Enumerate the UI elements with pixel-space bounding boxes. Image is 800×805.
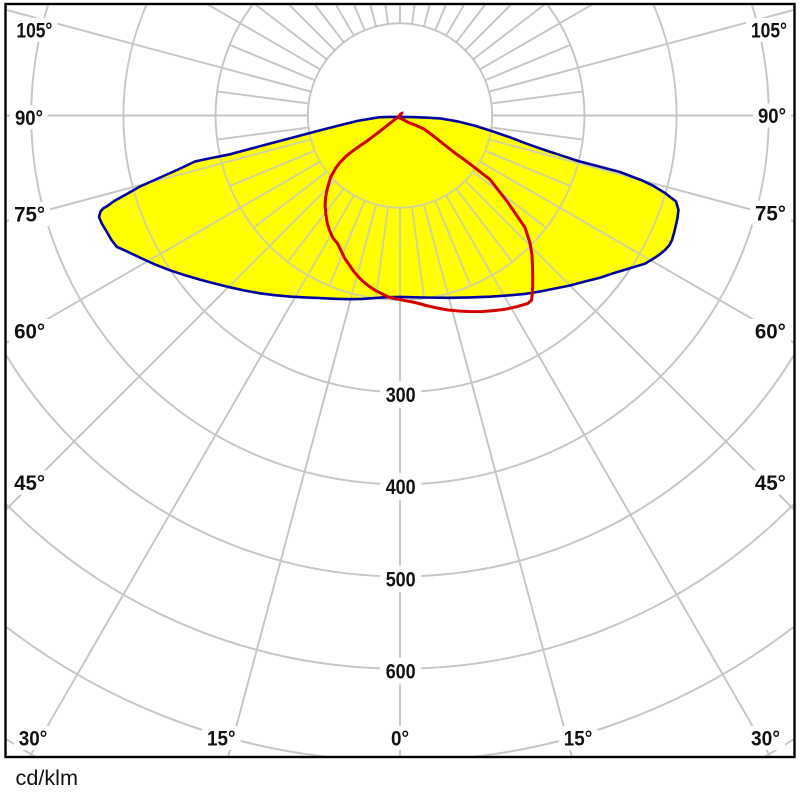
- svg-text:105°: 105°: [751, 19, 787, 43]
- svg-text:600: 600: [386, 660, 416, 684]
- svg-text:15°: 15°: [564, 727, 593, 751]
- svg-text:400: 400: [386, 475, 416, 499]
- svg-text:45°: 45°: [14, 471, 45, 495]
- svg-text:cd/klm: cd/klm: [16, 767, 79, 790]
- svg-text:75°: 75°: [755, 201, 786, 225]
- svg-text:15°: 15°: [207, 727, 236, 751]
- svg-text:30°: 30°: [751, 727, 780, 751]
- svg-text:90°: 90°: [15, 106, 43, 130]
- svg-text:60°: 60°: [755, 320, 786, 344]
- svg-text:30°: 30°: [19, 727, 48, 751]
- svg-text:75°: 75°: [14, 203, 45, 227]
- svg-text:300: 300: [386, 383, 416, 407]
- svg-text:45°: 45°: [755, 471, 786, 495]
- svg-text:500: 500: [386, 567, 416, 591]
- svg-text:90°: 90°: [758, 104, 786, 128]
- svg-text:0°: 0°: [391, 727, 409, 751]
- svg-text:105°: 105°: [16, 18, 52, 42]
- svg-text:60°: 60°: [14, 320, 45, 344]
